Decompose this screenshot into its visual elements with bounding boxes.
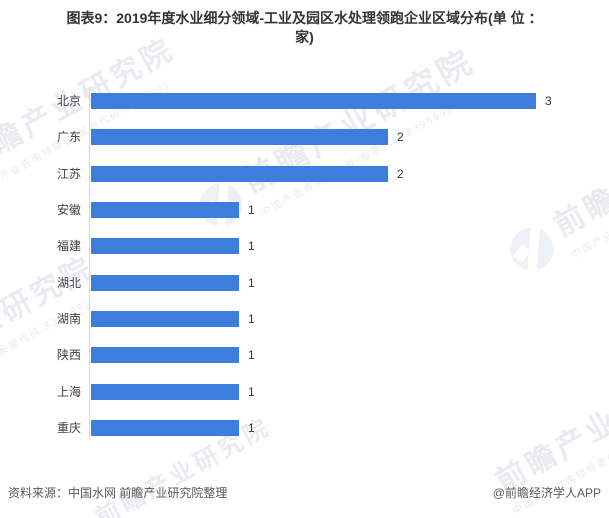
chart-title-line2: 家) (295, 29, 314, 45)
category-label: 上海 (56, 385, 81, 399)
value-label: 3 (545, 94, 552, 108)
value-label: 1 (248, 385, 255, 399)
bar (91, 420, 239, 436)
value-label: 2 (397, 130, 404, 144)
bar (91, 238, 239, 254)
value-label: 1 (248, 239, 255, 253)
source-note: 资料来源：中国水网 前瞻产业研究院整理 (8, 486, 228, 500)
category-label: 北京 (56, 94, 81, 108)
value-label: 1 (248, 203, 255, 217)
chart-title-line1: 图表9：2019年度水业细分领域-工业及园区水处理领跑企业区域分布(单 位 ： (66, 10, 543, 26)
category-label: 福建 (56, 239, 81, 253)
category-label: 安徽 (56, 203, 81, 217)
value-label: 1 (248, 312, 255, 326)
value-label: 2 (397, 167, 404, 181)
category-label: 广东 (56, 130, 81, 144)
bar (91, 129, 388, 145)
category-label: 湖南 (56, 312, 81, 326)
bar (91, 166, 388, 182)
y-axis-line (89, 87, 90, 440)
bar (91, 311, 239, 327)
category-label: 重庆 (56, 421, 81, 435)
category-label: 陕西 (56, 348, 81, 362)
category-label: 江苏 (56, 167, 81, 181)
value-label: 1 (248, 276, 255, 290)
credit-note: @前瞻经济学人APP (492, 486, 601, 500)
chart-title: 图表9：2019年度水业细分领域-工业及园区水处理领跑企业区域分布(单 位 ： … (0, 9, 609, 47)
bar (91, 347, 239, 363)
bar (91, 384, 239, 400)
value-label: 1 (248, 348, 255, 362)
bar (91, 275, 239, 291)
bar (91, 202, 239, 218)
bar (91, 93, 536, 109)
value-label: 1 (248, 421, 255, 435)
category-label: 湖北 (56, 276, 81, 290)
